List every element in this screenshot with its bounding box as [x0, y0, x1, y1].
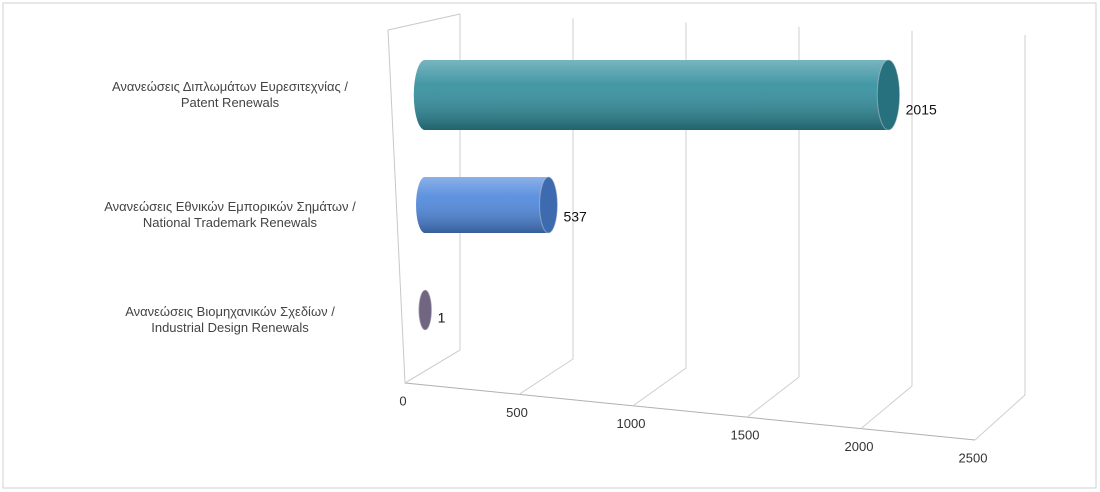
category-label: Ανανεώσεις Διπλωμάτων Ευρεσιτεχνίας / Pa… [111, 79, 348, 110]
grid-line [974, 35, 1026, 441]
value-label: 1 [438, 310, 446, 326]
value-label: 2015 [906, 101, 937, 117]
bar-cap-end [418, 289, 433, 331]
category-label: Ανανεώσεις Εθνικών Εμπορικών Σημάτων / N… [104, 199, 356, 230]
bar-cap-end [539, 176, 558, 234]
grid-line [746, 26, 800, 418]
floor-edge [404, 382, 976, 441]
x-tick-label: 0 [399, 393, 406, 408]
x-tick-label: 2000 [845, 439, 874, 454]
bar-cap-start-shade [416, 177, 434, 233]
bar-cap-start-shade [413, 60, 437, 130]
value-label: 537 [563, 208, 587, 224]
grid-line [518, 18, 574, 395]
x-tick-label: 2500 [959, 450, 988, 465]
bar-shade [425, 177, 549, 233]
category-label: Ανανεώσεις Βιομηχανικών Σχεδίων / Indust… [125, 304, 335, 335]
x-tick-label: 500 [506, 405, 528, 420]
x-tick-label: 1500 [731, 428, 760, 443]
bar-cap-end [876, 59, 901, 131]
bar-shade [425, 60, 889, 130]
x-tick-label: 1000 [617, 416, 646, 431]
grid-line [632, 22, 687, 407]
grid-line [860, 30, 913, 429]
